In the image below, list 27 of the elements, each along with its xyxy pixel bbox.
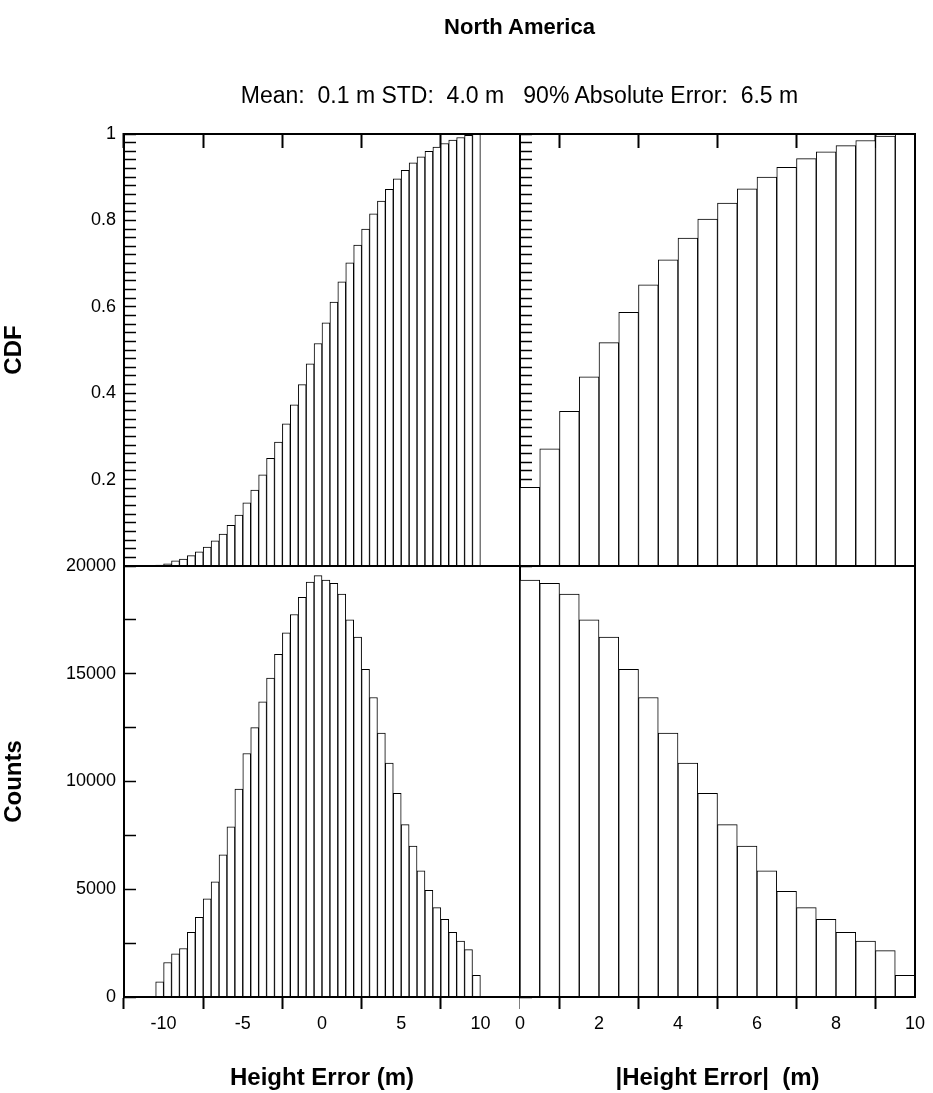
chart-title: North America <box>443 14 596 40</box>
x-axis-title: |Height Error| (m) <box>615 1063 820 1091</box>
x-tick-label: 10 <box>904 1012 926 1033</box>
x-tick-label: 10 <box>470 1012 491 1033</box>
y-tick-label: 0.4 <box>90 382 116 403</box>
x-tick-label: 8 <box>830 1012 842 1033</box>
x-tick-label: -10 <box>150 1012 177 1033</box>
x-tick-label: -5 <box>234 1012 251 1033</box>
y-tick-label: 15000 <box>65 662 116 683</box>
x-axis-title: Height Error (m) <box>229 1063 415 1091</box>
x-tick-label: 6 <box>751 1012 763 1033</box>
chart-subtitle: Mean: 0.1 m STD: 4.0 m 90% Absolute Error: 6.5 m <box>239 82 800 109</box>
y-tick-label: 0.8 <box>90 209 116 230</box>
y-axis-title: CDF <box>0 325 27 375</box>
y-axis-title: Counts <box>0 740 27 823</box>
y-tick-label: 0.6 <box>90 295 116 316</box>
y-tick-label: 0 <box>105 985 116 1006</box>
y-tick-label: 20000 <box>65 554 116 575</box>
x-tick-label: 4 <box>672 1012 684 1033</box>
y-tick-label: 0.2 <box>90 468 116 489</box>
x-tick-label: 0 <box>514 1012 526 1033</box>
y-tick-label: 10000 <box>65 770 116 791</box>
y-tick-label: 1 <box>105 122 116 143</box>
x-tick-label: 5 <box>396 1012 407 1033</box>
x-tick-label: 2 <box>593 1012 605 1033</box>
x-tick-label: 0 <box>316 1012 328 1033</box>
y-tick-label: 5000 <box>75 878 116 899</box>
